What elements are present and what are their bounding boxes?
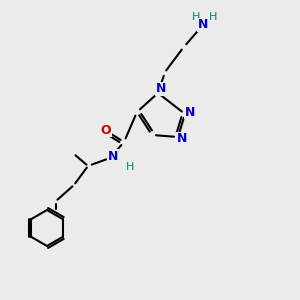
Text: N: N bbox=[177, 133, 187, 146]
Text: N: N bbox=[108, 149, 118, 163]
Text: N: N bbox=[198, 19, 208, 32]
Text: N: N bbox=[185, 106, 195, 118]
Text: H: H bbox=[126, 162, 134, 172]
Text: H: H bbox=[192, 12, 200, 22]
Text: H: H bbox=[209, 12, 217, 22]
Text: N: N bbox=[156, 82, 166, 95]
Text: O: O bbox=[101, 124, 111, 136]
